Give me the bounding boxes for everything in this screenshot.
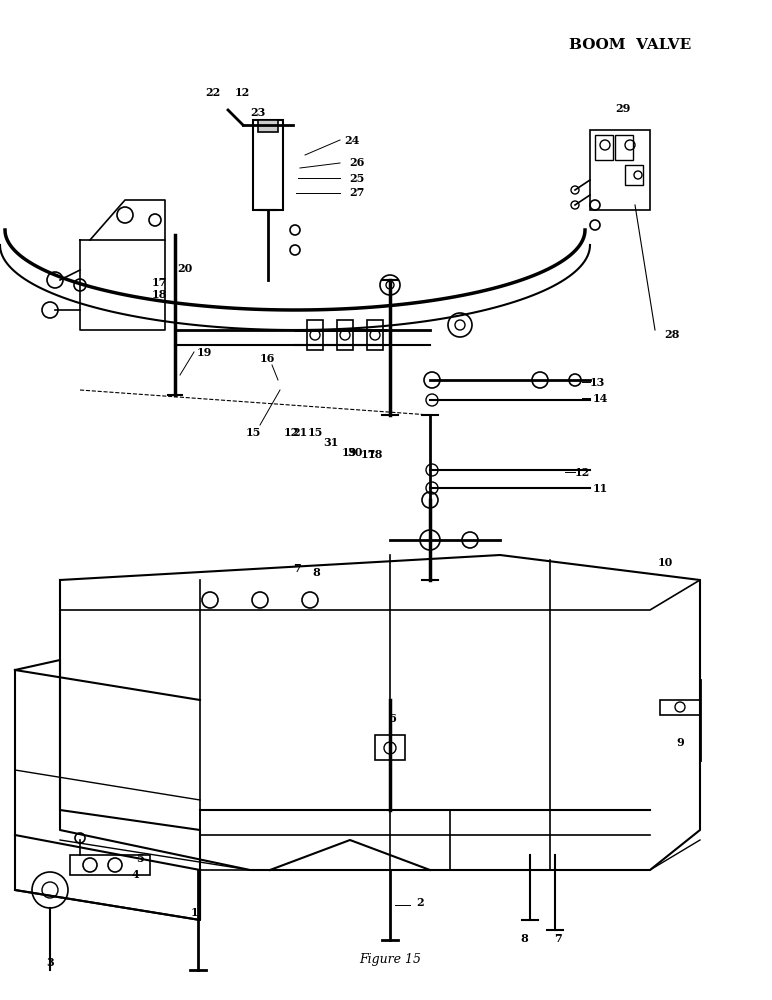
Text: 18: 18 bbox=[367, 450, 383, 460]
Text: 9: 9 bbox=[676, 736, 684, 748]
Bar bbox=[367, 320, 383, 350]
Text: 12: 12 bbox=[574, 466, 590, 478]
Bar bbox=[253, 120, 283, 210]
Bar bbox=[258, 120, 278, 132]
Bar bbox=[337, 320, 353, 350]
Text: 20: 20 bbox=[178, 262, 193, 273]
Text: 12: 12 bbox=[235, 88, 249, 99]
Text: 11: 11 bbox=[592, 483, 608, 493]
Text: Figure 15: Figure 15 bbox=[359, 954, 421, 966]
Text: 3: 3 bbox=[46, 956, 54, 968]
Text: 17: 17 bbox=[151, 277, 167, 288]
Bar bbox=[615, 135, 633, 160]
Text: 12: 12 bbox=[283, 428, 299, 438]
Text: 19: 19 bbox=[196, 347, 212, 358]
Text: 8: 8 bbox=[312, 568, 320, 578]
Text: 17: 17 bbox=[361, 450, 376, 460]
Bar bbox=[625, 165, 643, 185]
Text: 6: 6 bbox=[388, 712, 396, 724]
Text: 4: 4 bbox=[131, 869, 139, 880]
Bar bbox=[660, 700, 700, 715]
Text: 30: 30 bbox=[347, 448, 363, 458]
Text: 13: 13 bbox=[589, 376, 604, 387]
Bar bbox=[70, 855, 150, 875]
Text: 2: 2 bbox=[416, 898, 424, 908]
Text: 25: 25 bbox=[349, 172, 364, 184]
Text: 21: 21 bbox=[293, 426, 307, 438]
Text: 28: 28 bbox=[665, 330, 679, 340]
Text: 10: 10 bbox=[658, 558, 672, 568]
Text: 18: 18 bbox=[151, 290, 167, 300]
Text: 14: 14 bbox=[592, 392, 608, 403]
Text: 7: 7 bbox=[554, 932, 562, 944]
Text: 8: 8 bbox=[520, 932, 528, 944]
Text: 26: 26 bbox=[349, 157, 364, 168]
Text: BOOM  VALVE: BOOM VALVE bbox=[569, 38, 691, 52]
Text: 19: 19 bbox=[341, 448, 357, 458]
Text: 29: 29 bbox=[615, 103, 631, 113]
Text: 5: 5 bbox=[136, 852, 144, 863]
Text: 24: 24 bbox=[344, 134, 360, 145]
Text: 1: 1 bbox=[190, 906, 198, 918]
Bar bbox=[595, 135, 613, 160]
Bar bbox=[307, 320, 323, 350]
Text: 16: 16 bbox=[259, 353, 275, 363]
Bar bbox=[590, 130, 650, 210]
Text: 23: 23 bbox=[250, 106, 266, 117]
Text: 27: 27 bbox=[349, 188, 364, 198]
Text: 15: 15 bbox=[307, 428, 323, 438]
Text: 22: 22 bbox=[205, 88, 221, 99]
Text: 7: 7 bbox=[293, 562, 301, 574]
Text: 15: 15 bbox=[245, 426, 261, 438]
Text: 31: 31 bbox=[323, 438, 339, 448]
Bar bbox=[375, 735, 405, 760]
